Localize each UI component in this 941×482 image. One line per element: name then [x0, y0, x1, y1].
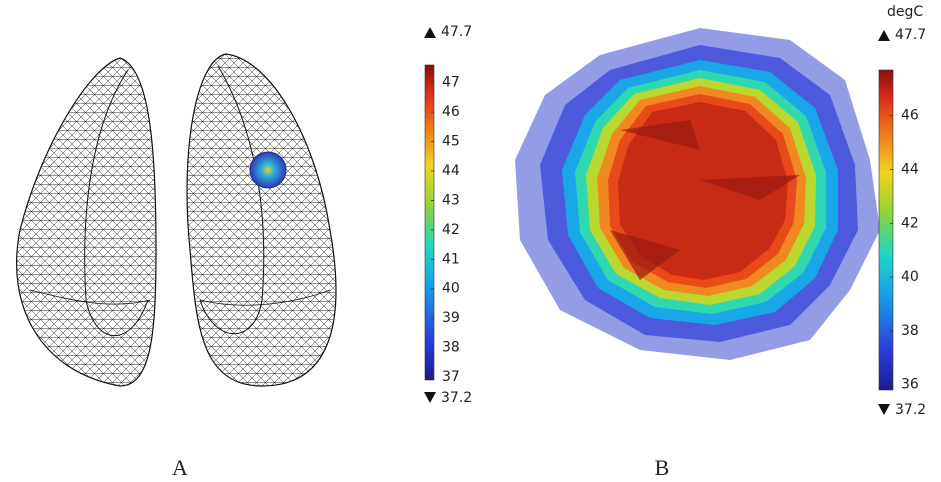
colorbar-tick-label: 37: [442, 369, 460, 385]
min-marker: [424, 392, 436, 403]
colorbar-tick-label: 42: [901, 215, 919, 231]
colorbar-min: 37.2: [895, 402, 926, 418]
colorbar-tick-label: 38: [901, 323, 919, 339]
colorbar-tick-label: 46: [442, 104, 460, 120]
colorbar-min: 37.2: [441, 390, 472, 406]
colorbar-tick-label: 43: [442, 192, 460, 208]
colorbar-tick-label: 40: [442, 281, 460, 297]
colorbar-unit: degC: [887, 4, 923, 20]
colorbar-tick-label: 47: [442, 75, 460, 91]
ablation-zone: [515, 28, 880, 360]
colorbar-tick-label: 40: [901, 269, 919, 285]
panel-label: B: [655, 455, 670, 480]
colorbar-max: 47.7: [441, 24, 472, 40]
colorbar-tick-label: 41: [442, 251, 460, 267]
colorbar-tick-label: 38: [442, 340, 460, 356]
colorbar: [878, 69, 894, 391]
colorbar-max: 47.7: [895, 27, 926, 43]
panel-label: A: [172, 455, 188, 480]
colorbar: [424, 64, 435, 381]
colorbar-tick-label: 45: [442, 134, 460, 150]
colorbar-tick-label: 42: [442, 222, 460, 238]
lung-left: [16, 57, 157, 387]
colorbar-tick-label: 44: [442, 163, 460, 179]
min-marker: [878, 404, 890, 415]
max-marker: [424, 27, 436, 38]
colorbar-tick-label: 36: [901, 377, 919, 393]
tumor: [249, 151, 287, 189]
colorbar-tick-label: 39: [442, 310, 460, 326]
colorbar-tick-label: 44: [901, 161, 919, 177]
max-marker: [878, 30, 890, 41]
colorbar-tick-label: 46: [901, 108, 919, 124]
lung-right: [186, 53, 337, 387]
